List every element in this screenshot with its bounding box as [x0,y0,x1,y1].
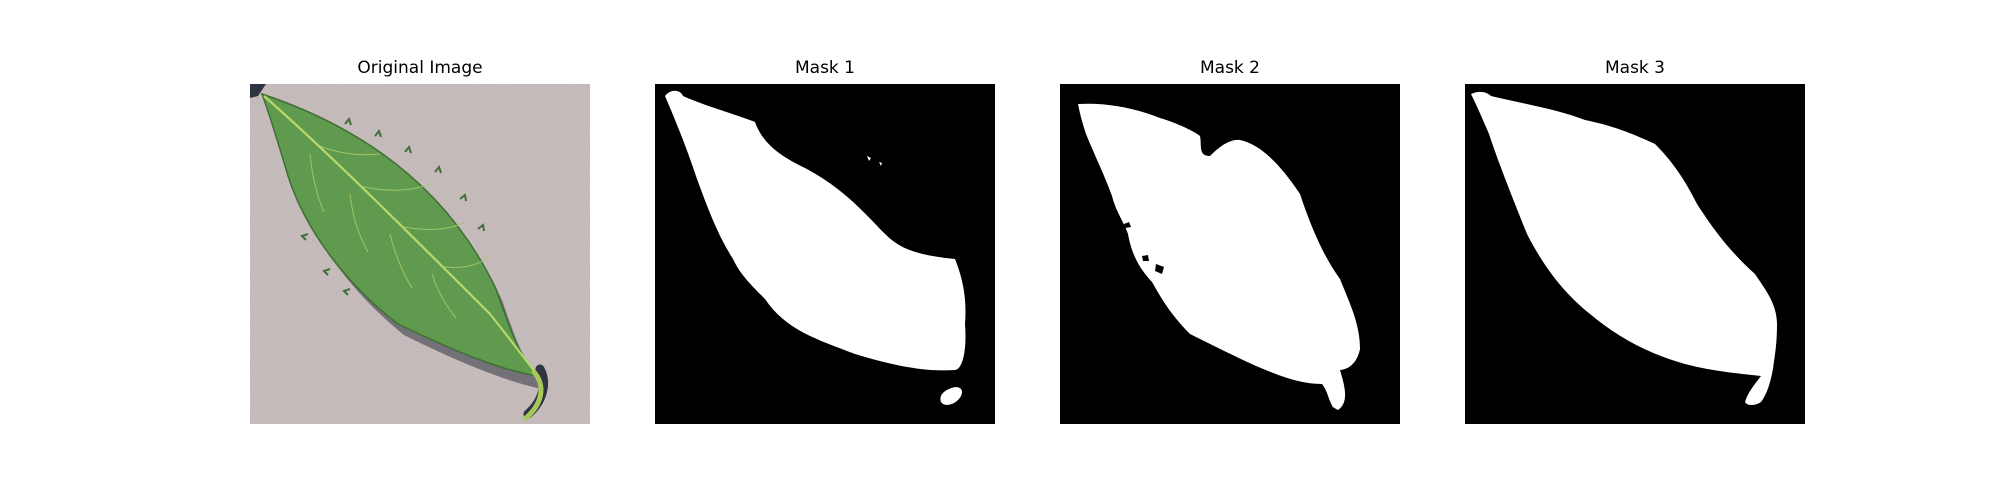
mask-3-leaf-region [1471,91,1777,406]
mask-2-leaf-region [1078,103,1360,411]
leaf-serrations [300,116,485,296]
original-image-panel: Original Image [250,0,590,500]
mask-1-leaf-region [665,90,966,371]
corner-shadow [250,84,266,98]
mask-2-panel: Mask 2 [1060,0,1400,500]
leaf-midrib [263,95,539,377]
leaf-body [260,92,540,378]
mask-3-image [1465,84,1805,424]
mask-1-image [655,84,995,424]
leaf-veins [309,145,491,319]
leaf-stem [523,369,544,421]
mask-1-panel: Mask 1 [655,0,995,500]
leaf-photo [250,84,590,424]
original-image-title: Original Image [357,58,483,78]
mask-2-holes [1124,222,1164,274]
mask-1-stem-blob [940,387,963,405]
mask-2-title: Mask 2 [1199,58,1260,78]
mask-2-stem-fragments [1330,396,1344,408]
mask-3-panel: Mask 3 [1465,0,1805,500]
mask-2-image [1060,84,1400,424]
mask-1-title: Mask 1 [794,58,855,78]
mask-3-title: Mask 3 [1604,58,1665,78]
mask-1-speckles [867,156,882,166]
